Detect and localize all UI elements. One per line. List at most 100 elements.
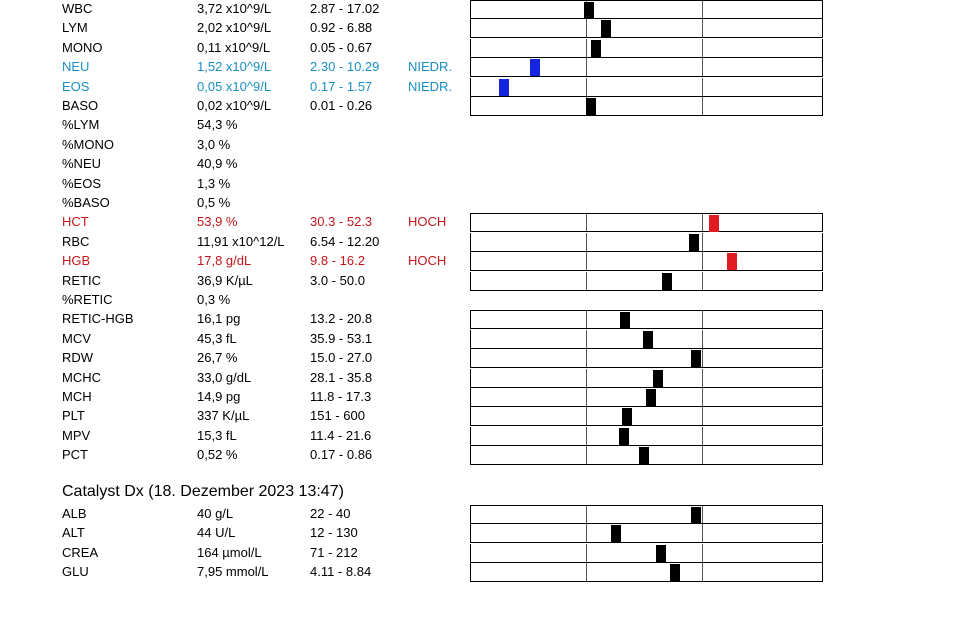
test-name: ALB [62, 506, 87, 521]
reference-boundary-line [702, 77, 703, 96]
reference-range: 151 - 600 [310, 408, 365, 424]
value-marker [639, 447, 649, 465]
range-gauge-glu [470, 563, 823, 583]
reference-boundary-line [702, 543, 703, 562]
reference-boundary-line [586, 214, 587, 232]
result-row-baso: BASO 0,02 x10^9/L 0.01 - 0.26 [0, 97, 470, 116]
reference-boundary-line [586, 543, 587, 562]
test-name: RBC [62, 233, 90, 249]
test-value: 36,9 K/µL [197, 272, 253, 288]
reference-boundary-line [586, 19, 587, 38]
value-marker [662, 272, 672, 290]
reference-boundary-line [586, 563, 587, 582]
reference-boundary-line [586, 329, 587, 348]
reference-boundary-line [702, 19, 703, 38]
reference-range: 28.1 - 35.8 [310, 369, 373, 385]
result-row-crea: CREA 164 µmol/L 71 - 212 [0, 544, 470, 563]
result-row--lym: %LYM 54,3 % [0, 116, 470, 135]
result-row-plt: PLT 337 K/µL 151 - 600 [0, 407, 470, 426]
reference-boundary-line [702, 506, 703, 523]
test-value: 11,91 x10^12/L [197, 233, 285, 249]
range-gauge-rdw [470, 349, 823, 369]
test-value: 3,0 % [197, 136, 231, 152]
result-row-glu: GLU 7,95 mmol/L 4.11 - 8.84 [0, 563, 470, 582]
test-value: 53,9 % [197, 214, 238, 230]
value-marker [727, 253, 737, 271]
test-value: 0,5 % [197, 195, 231, 210]
test-value: 1,3 % [197, 175, 231, 191]
range-gauge-mchc [470, 368, 823, 388]
reference-range: 0.05 - 0.67 [310, 39, 373, 55]
test-value: 0,3 % [197, 292, 231, 307]
value-marker [656, 544, 666, 562]
test-value: 0,52 % [197, 447, 238, 463]
test-value: 0,02 x10^9/L [197, 98, 272, 113]
reference-range: 3.0 - 50.0 [310, 272, 365, 288]
reference-boundary-line [586, 368, 587, 387]
result-row--baso: %BASO 0,5 % [0, 194, 470, 213]
test-value: 14,9 pg [197, 389, 241, 404]
reference-range: 11.4 - 21.6 [310, 427, 372, 443]
value-marker [530, 59, 540, 77]
reference-boundary-line [586, 311, 587, 329]
result-row-mch: MCH 14,9 pg 11.8 - 17.3 [0, 388, 470, 407]
reference-boundary-line [702, 563, 703, 582]
value-marker [691, 350, 701, 368]
flag-label: NIEDR. [408, 59, 453, 75]
test-name: PCT [62, 447, 88, 463]
reference-range: 30.3 - 52.3 [310, 214, 373, 230]
reference-boundary-line [702, 1, 703, 18]
reference-boundary-line [702, 38, 703, 57]
range-gauge-hgb [470, 252, 823, 272]
value-marker [653, 369, 663, 387]
test-value: 17,8 g/dL [197, 253, 252, 269]
test-value: 164 µmol/L [197, 544, 262, 560]
test-name: RDW [62, 350, 94, 366]
result-row-pct: PCT 0,52 % 0.17 - 0.86 [0, 446, 470, 465]
test-value: 0,05 x10^9/L [197, 78, 272, 94]
test-value: 7,95 mmol/L [197, 564, 269, 580]
result-row-lym: LYM 2,02 x10^9/L 0.92 - 6.88 [0, 19, 470, 38]
test-value: 15,3 fL [197, 427, 237, 443]
test-name: HCT [62, 214, 89, 230]
reference-boundary-line [586, 426, 587, 445]
reference-boundary-line [702, 214, 703, 232]
value-marker [620, 312, 630, 330]
test-name: HGB [62, 253, 91, 269]
value-marker [689, 233, 699, 251]
reference-boundary-line [702, 407, 703, 426]
reference-boundary-line [586, 407, 587, 426]
reference-boundary-line [702, 271, 703, 290]
test-name: NEU [62, 59, 90, 75]
range-gauge-retic [470, 271, 823, 291]
range-gauge-mpv [470, 426, 823, 446]
reference-boundary-line [586, 232, 587, 251]
range-gauge-mcv [470, 329, 823, 349]
test-name: EOS [62, 78, 90, 94]
range-gauge-mch [470, 388, 823, 407]
reference-boundary-line [702, 524, 703, 543]
reference-boundary-line [586, 271, 587, 290]
reference-range: 71 - 212 [310, 544, 358, 560]
reference-boundary-line [702, 368, 703, 387]
value-marker [646, 389, 656, 406]
test-name: MCHC [62, 369, 101, 385]
result-row-hgb: HGB 17,8 g/dL 9.8 - 16.2 HOCH [0, 252, 470, 271]
range-gauge-alt [470, 524, 823, 544]
reference-boundary-line [586, 38, 587, 57]
reference-boundary-line [702, 388, 703, 406]
reference-range: 15.0 - 27.0 [310, 350, 373, 366]
range-gauge-pct [470, 446, 823, 466]
reference-range: 12 - 130 [310, 525, 358, 541]
range-gauge-alb [470, 505, 823, 524]
reference-boundary-line [702, 349, 703, 368]
result-row-eos: EOS 0,05 x10^9/L 0.17 - 1.57 NIEDR. [0, 78, 470, 97]
test-name: RETIC [62, 272, 101, 288]
result-row--eos: %EOS 1,3 % [0, 175, 470, 194]
reference-range: 13.2 - 20.8 [310, 311, 373, 327]
result-row-rbc: RBC 11,91 x10^12/L 6.54 - 12.20 [0, 233, 470, 252]
reference-boundary-line [586, 58, 587, 77]
value-marker [643, 330, 653, 348]
reference-boundary-line [702, 58, 703, 77]
test-name: %BASO [62, 195, 110, 210]
